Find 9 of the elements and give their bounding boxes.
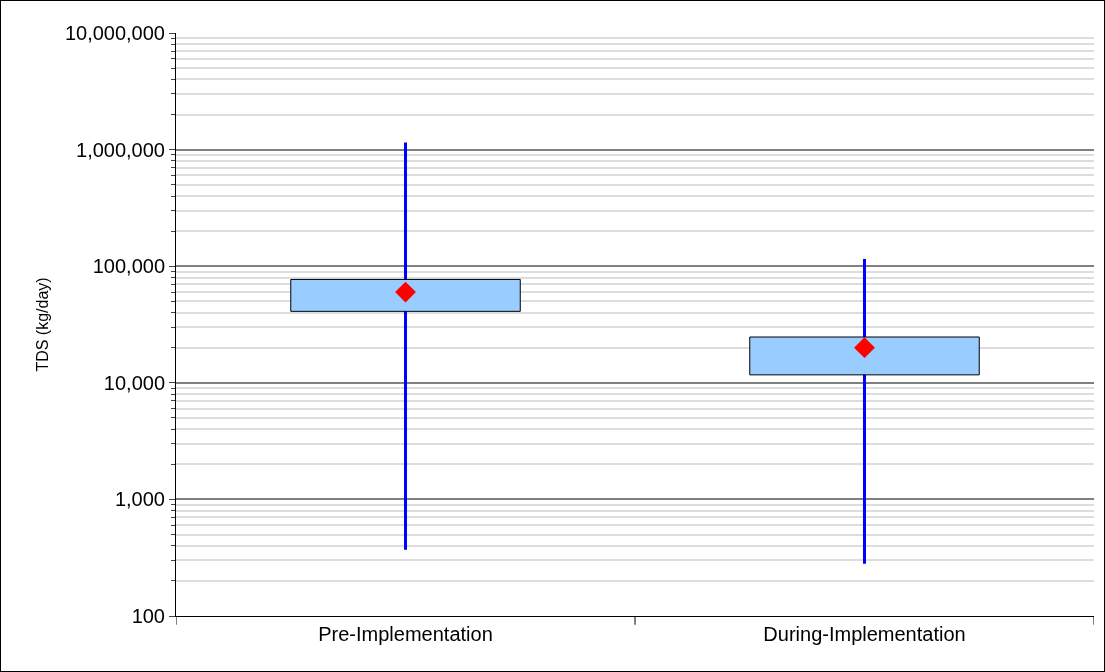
- y-tick-label: 1,000: [114, 488, 165, 511]
- y-tick-label: 100,000: [92, 255, 165, 278]
- x-tick-label: Pre-Implementation: [318, 623, 493, 645]
- y-tick-label: 10,000,000: [64, 22, 165, 44]
- y-axis-title: TDS (kg/day): [33, 277, 51, 372]
- y-tick-label: 1,000,000: [76, 138, 165, 161]
- x-tick-label: During-Implementation: [763, 623, 966, 645]
- y-tick-label: 10,000: [103, 371, 165, 394]
- y-tick-label: 100: [131, 605, 165, 627]
